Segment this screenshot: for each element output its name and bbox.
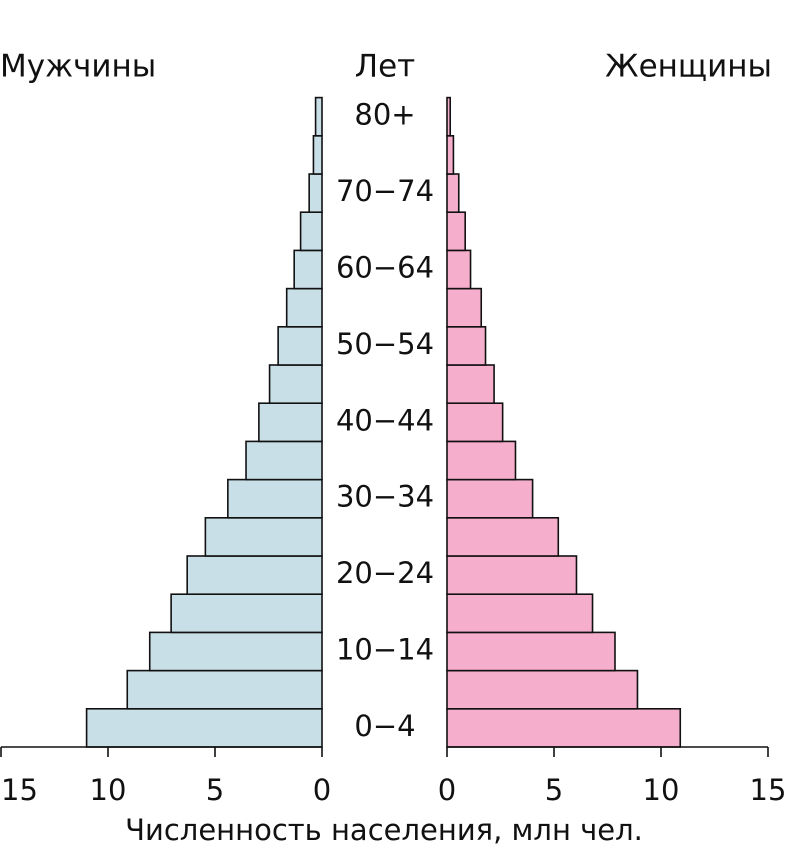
category-label: 20−24 <box>336 556 434 590</box>
bar <box>446 516 560 557</box>
bar <box>170 593 323 634</box>
bar <box>446 287 483 328</box>
bar <box>446 478 534 519</box>
bar <box>227 478 323 519</box>
bar <box>446 631 616 672</box>
x-tick-label: 5 <box>206 773 224 807</box>
bar <box>446 135 455 175</box>
x-tick-label: 10 <box>643 773 680 807</box>
center-label: Лет <box>355 49 415 85</box>
bar <box>277 325 323 366</box>
bar <box>285 287 323 328</box>
bar <box>245 440 323 481</box>
bar <box>314 96 323 137</box>
bar <box>85 707 323 748</box>
x-axis-label: Численность населения, млн чел. <box>125 813 643 847</box>
bar <box>312 135 323 175</box>
left-label: Мужчины <box>0 49 156 85</box>
x-tick-label: 0 <box>438 773 456 807</box>
bar <box>446 325 487 366</box>
category-label: 0−4 <box>354 709 415 743</box>
x-tick-label: 10 <box>90 773 127 807</box>
bar <box>446 707 682 748</box>
bar <box>446 173 460 214</box>
bar <box>446 593 594 634</box>
bar <box>446 364 495 405</box>
bar <box>446 96 452 137</box>
bar <box>446 440 517 481</box>
category-label: 80+ <box>354 98 415 132</box>
bar <box>258 402 323 443</box>
bar <box>446 669 639 710</box>
bar <box>446 555 578 596</box>
bar <box>299 211 323 252</box>
bar <box>446 402 504 443</box>
x-tick-label: 5 <box>545 773 563 807</box>
category-label: 70−74 <box>336 174 434 208</box>
bar <box>446 249 472 290</box>
x-tick-label: 15 <box>750 773 787 807</box>
category-label: 40−44 <box>336 403 434 437</box>
x-tick-label: 15 <box>1 773 38 807</box>
right-label: Женщины <box>605 49 772 85</box>
bar <box>293 249 323 290</box>
bar <box>204 516 323 557</box>
category-label: 10−14 <box>336 633 434 667</box>
bar <box>308 173 323 214</box>
bar <box>186 555 323 596</box>
category-label: 60−64 <box>336 251 434 285</box>
bar <box>148 631 323 672</box>
category-label: 30−34 <box>336 480 434 514</box>
category-label: 50−54 <box>336 327 434 361</box>
bar <box>268 364 323 405</box>
x-tick-label: 0 <box>313 773 331 807</box>
bar <box>446 211 466 252</box>
bar <box>126 669 323 710</box>
